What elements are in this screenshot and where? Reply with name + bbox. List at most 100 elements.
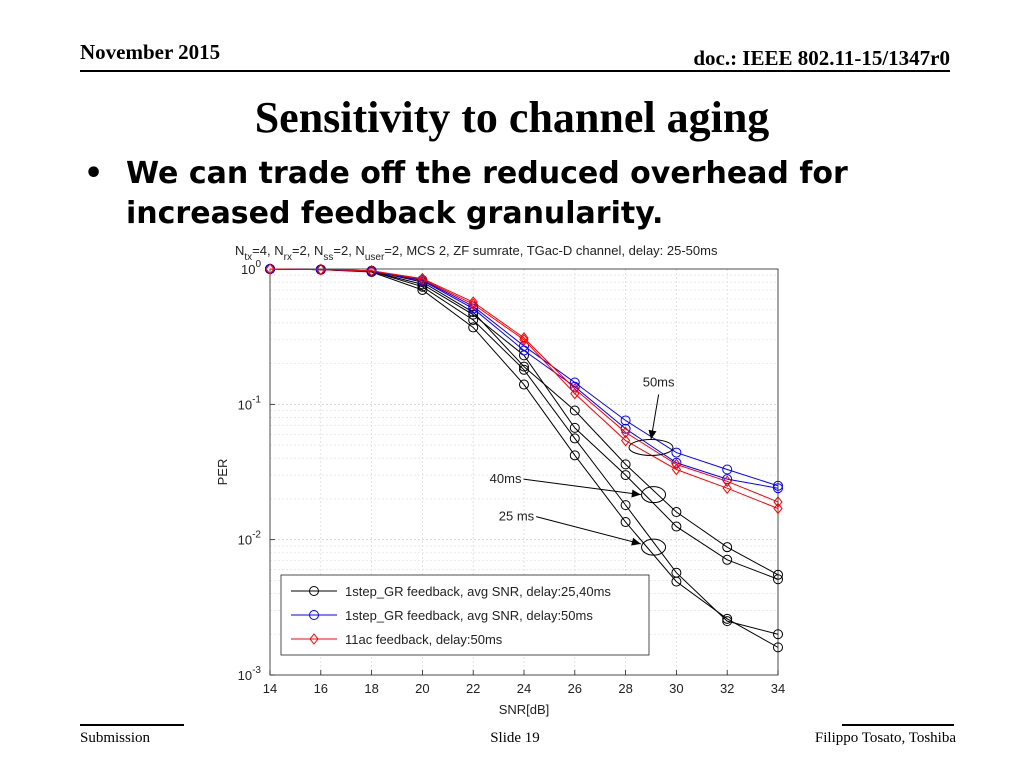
data-point (722, 613, 733, 624)
x-tick-label: 32 (720, 681, 734, 696)
x-tick-label: 28 (618, 681, 632, 696)
legend-label: 1step_GR feedback, avg SNR, delay:50ms (345, 608, 593, 623)
annotation-2: 25 ms (499, 509, 667, 556)
legend-marker (309, 633, 319, 645)
data-point (620, 500, 631, 511)
y-tick-label: 10-2 (238, 530, 262, 548)
annotation-label: 50ms (643, 374, 675, 389)
annotation-1: 40ms (490, 471, 667, 504)
data-point (773, 480, 783, 491)
data-point (773, 502, 783, 515)
x-axis-label: SNR[dB] (499, 702, 550, 717)
series-line (269, 268, 779, 509)
annotation-arrow-line (536, 516, 641, 545)
series-7 (265, 263, 783, 515)
data-point (722, 475, 732, 488)
data-point (620, 415, 631, 426)
x-tick-label: 34 (771, 681, 785, 696)
data-point (722, 464, 733, 475)
data-point (468, 314, 479, 325)
footer-divider-left (80, 724, 184, 726)
data-point (569, 405, 580, 416)
data-point (773, 496, 783, 508)
x-tick-label: 14 (263, 681, 277, 696)
legend-label: 1step_GR feedback, avg SNR, delay:25,40m… (345, 584, 611, 599)
data-point (722, 542, 733, 553)
data-point (620, 459, 631, 470)
chart-title: Ntx=4, Nrx=2, Nss=2, Nuser=2, MCS 2, ZF … (235, 243, 718, 263)
header-doc-id: doc.: IEEE 802.11-15/1347r0 (693, 46, 950, 70)
header-divider (80, 70, 950, 72)
data-point (671, 567, 682, 578)
legend-label: 11ac feedback, delay:50ms (345, 632, 503, 647)
data-point (519, 332, 529, 344)
annotation-label: 40ms (490, 471, 522, 486)
y-tick-label: 10-1 (238, 394, 262, 412)
data-point (671, 463, 682, 476)
data-point (773, 569, 783, 580)
footer-divider-right (842, 724, 954, 726)
data-point (468, 298, 478, 310)
data-point (671, 507, 682, 518)
data-point (773, 642, 783, 653)
data-point (569, 433, 580, 444)
x-tick-label: 18 (364, 681, 378, 696)
data-point (722, 482, 732, 495)
legend-marker (309, 586, 319, 596)
y-tick-label: 100 (241, 259, 261, 277)
data-point (519, 379, 529, 390)
x-tick-label: 30 (669, 681, 683, 696)
data-point (569, 422, 580, 433)
data-point (620, 517, 631, 528)
legend-box (280, 574, 650, 656)
data-point (468, 309, 479, 320)
data-point (671, 447, 682, 458)
x-tick-label: 22 (466, 681, 480, 696)
annotation-ellipse (628, 438, 674, 456)
annotation-arrow-line (523, 478, 641, 496)
header-date: November 2015 (80, 40, 221, 64)
data-point (519, 364, 529, 375)
data-point (316, 263, 326, 276)
data-point (366, 264, 377, 277)
slide-title: Sensitivity to channel aging (254, 93, 770, 142)
data-point (570, 387, 580, 400)
annotation-0: 50ms (628, 374, 675, 456)
x-tick-label: 16 (314, 681, 328, 696)
annotation-ellipse (641, 538, 667, 556)
data-point (620, 434, 631, 447)
data-point (519, 333, 529, 346)
annotation-arrow-head (631, 489, 641, 498)
footer-submission: Submission (80, 730, 151, 746)
data-point (569, 381, 580, 392)
per-vs-snr-chart: 14 16 18 20 22 24 26 28 30 32 34 100 10-1 10-2 10-3 SNR… (215, 243, 785, 717)
y-tick-label: 10-3 (238, 665, 262, 683)
data-point (722, 616, 733, 627)
footer-slide-number: Slide 19 (490, 730, 540, 746)
data-point (620, 426, 631, 439)
x-tick-label: 24 (517, 681, 531, 696)
data-point (671, 457, 682, 468)
legend-marker (309, 610, 319, 620)
y-axis-label: PER (215, 459, 230, 486)
data-point (722, 554, 733, 565)
bullet-text: We can trade off the reduced overhead fo… (126, 156, 848, 231)
data-point (468, 322, 479, 333)
data-point (620, 470, 631, 481)
data-point (773, 483, 783, 494)
data-point (519, 361, 529, 372)
x-tick-label: 20 (415, 681, 429, 696)
footer-author: Filippo Tosato, Toshiba (814, 730, 956, 746)
data-point (773, 629, 783, 640)
legend: 1step_GR feedback, avg SNR, delay:25,40m… (280, 574, 650, 656)
annotation-label: 25 ms (499, 509, 535, 524)
annotation-ellipse (641, 486, 667, 504)
x-tick-label: 26 (568, 681, 582, 696)
annotation-arrow-head (648, 429, 657, 440)
annotation-arrow-head (631, 537, 641, 546)
data-point (671, 521, 682, 532)
data-point (519, 345, 529, 356)
data-point (569, 450, 580, 461)
bullet-icon: • (84, 156, 104, 191)
data-point (468, 296, 478, 308)
